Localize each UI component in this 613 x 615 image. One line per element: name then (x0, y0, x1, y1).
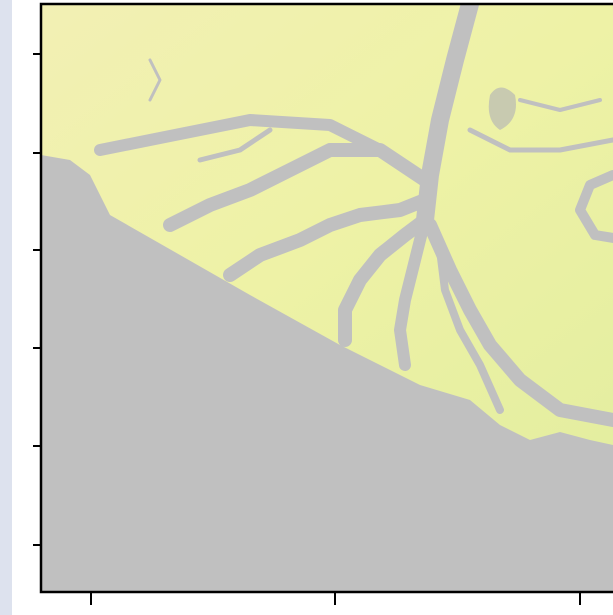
page: (() => { const data = JSON.parse(documen… (0, 0, 613, 615)
map-figure (0, 0, 613, 615)
side-strip (0, 0, 12, 615)
map (41, 4, 613, 592)
